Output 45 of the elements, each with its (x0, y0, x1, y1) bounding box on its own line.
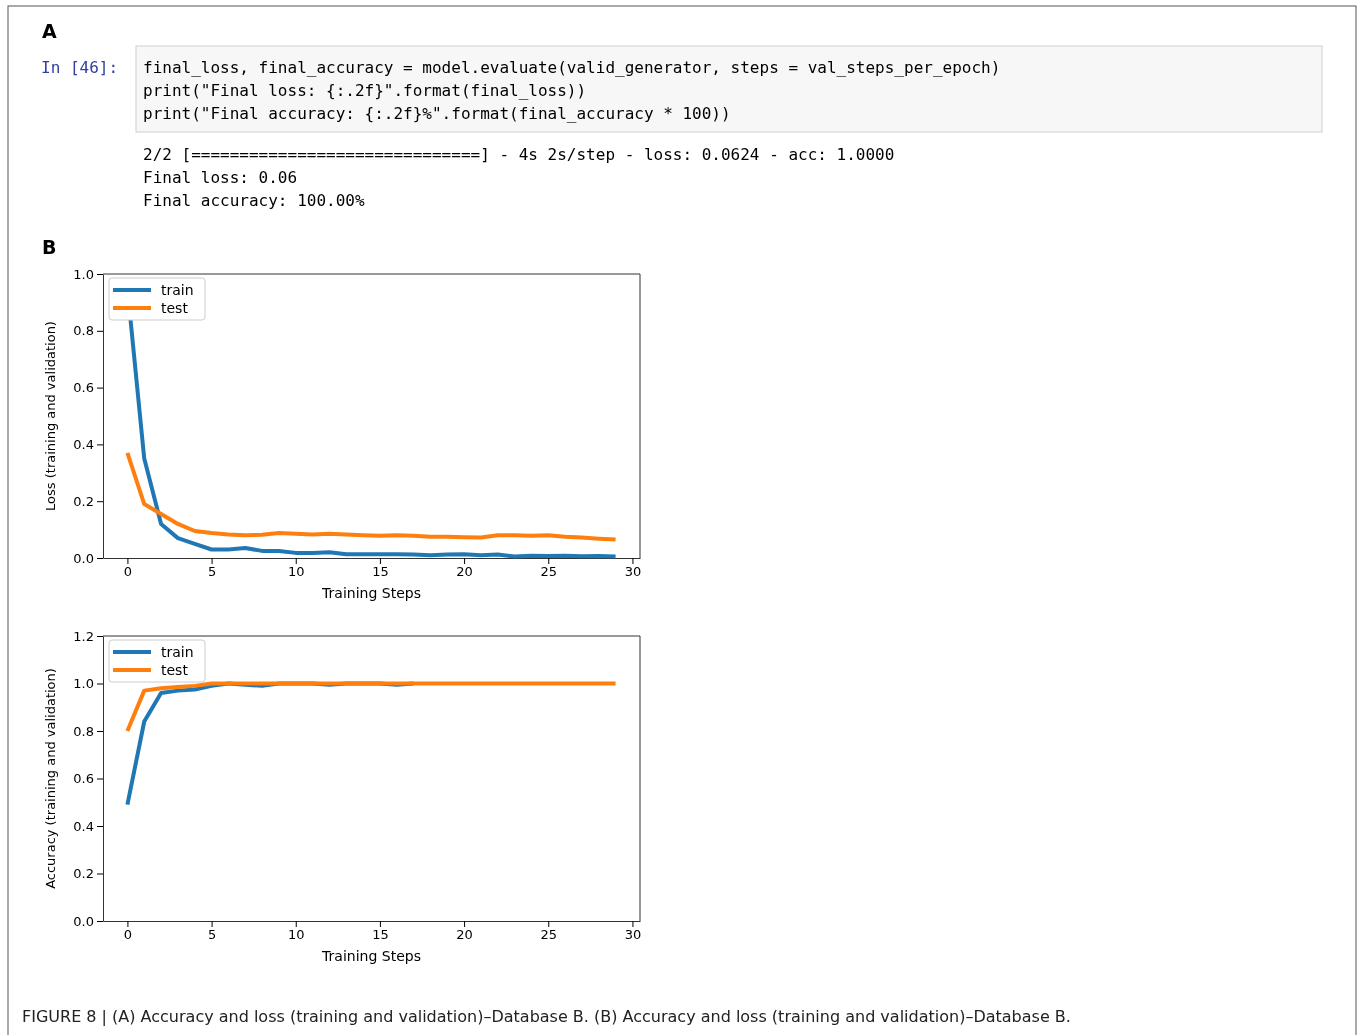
y-tick-label: 0.0 (73, 550, 94, 566)
caption: FIGURE 8 | (A) Accuracy and loss (training and validation)–Database B. (B) Accuracy and loss (training and validation)–Database B. (22, 1007, 1071, 1026)
y-tick-label: 0.8 (73, 323, 94, 339)
x-tick-label: 15 (372, 564, 389, 580)
x-axis-title: Training Steps (321, 585, 421, 601)
legend-label: train (161, 282, 194, 298)
x-tick-label: 0 (123, 927, 133, 943)
legend-label: test (161, 300, 189, 316)
y-tick-label: 0.8 (73, 723, 94, 739)
text: Final accuracy: 100.00% (143, 191, 365, 210)
text: A (42, 20, 57, 42)
x-tick-label: 10 (287, 564, 305, 580)
x-axis-title: Training Steps (321, 948, 421, 964)
y-tick-label: 1.2 (73, 628, 94, 644)
y-tick-label: 0.0 (73, 913, 94, 929)
y-tick-label: 0.6 (73, 771, 94, 787)
legend-label: train (161, 644, 194, 660)
x-tick-label: 30 (624, 927, 642, 943)
x-tick-label: 30 (624, 564, 642, 580)
text: print("Final loss: {:.2f}".format(final_loss)) (143, 81, 587, 100)
chart-title: B (42, 236, 57, 258)
y-tick-label: 1.0 (73, 266, 94, 282)
x-tick-label: 5 (207, 564, 217, 580)
x-tick-label: 10 (287, 927, 305, 943)
text: 2/2 [==============================] - 4s 2s/step - loss: 0.0624 - acc: 1.0000 (143, 145, 895, 164)
y-tick-label: 0.4 (73, 818, 94, 834)
y-tick-label: 0.6 (73, 380, 94, 396)
text: print("Final accuracy: {:.2f}%".format(final_accuracy * 100)) (143, 104, 731, 123)
text: In [46]: (41, 58, 119, 77)
x-tick-label: 20 (456, 564, 473, 580)
text: final_loss, final_accuracy = model.evaluate(valid_generator, steps = val_steps_per_epoch) (143, 58, 1001, 77)
y-axis-title: Accuracy (training and validation) (43, 668, 58, 889)
x-tick-label: 0 (123, 564, 133, 580)
x-tick-label: 25 (540, 927, 558, 943)
x-tick-label: 5 (207, 927, 217, 943)
x-tick-label: 15 (372, 927, 389, 943)
legend-label: test (161, 662, 189, 678)
x-tick-label: 25 (540, 564, 558, 580)
x-tick-label: 20 (456, 927, 473, 943)
y-tick-label: 0.2 (73, 493, 94, 509)
y-tick-label: 0.4 (73, 437, 94, 453)
text: Final loss: 0.06 (143, 168, 298, 187)
y-tick-label: 1.0 (73, 676, 94, 692)
y-axis-title: Loss (training and validation) (43, 321, 58, 511)
y-tick-label: 0.2 (73, 866, 94, 882)
